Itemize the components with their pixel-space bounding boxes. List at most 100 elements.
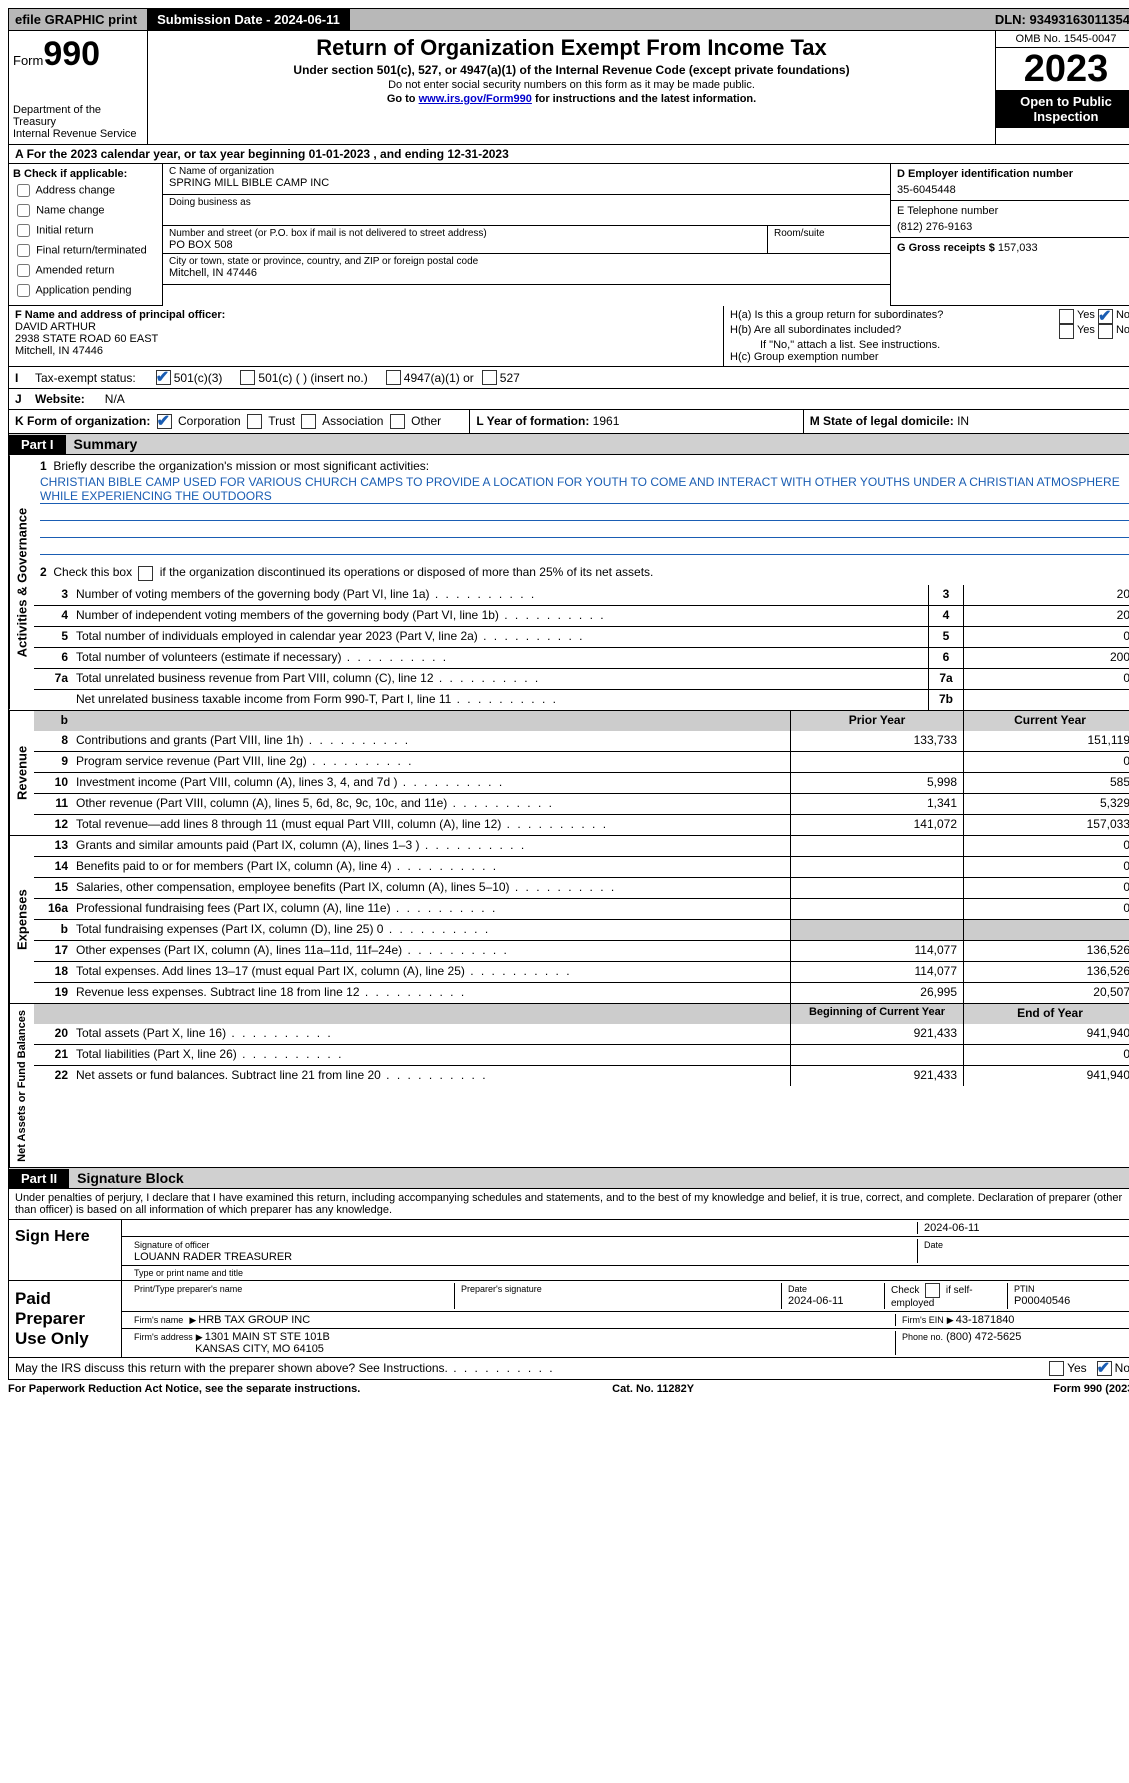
box-b: B Check if applicable: Address change Na… [9, 164, 163, 306]
hb-yes[interactable] [1059, 324, 1074, 339]
part2-header: Part II Signature Block [8, 1168, 1129, 1189]
row-a-period: A For the 2023 calendar year, or tax yea… [8, 145, 1129, 164]
year-form-val: 1961 [593, 414, 620, 428]
chk-amended[interactable]: Amended return [13, 261, 158, 280]
row-j: J Website: N/A [8, 389, 1129, 410]
line-6: 6 Total number of volunteers (estimate i… [34, 647, 1129, 668]
box-c: C Name of organization SPRING MILL BIBLE… [163, 164, 890, 306]
chk-discontinued[interactable] [138, 566, 153, 581]
line-12: 12 Total revenue—add lines 8 through 11 … [34, 814, 1129, 835]
ptin-lbl: PTIN [1014, 1284, 1035, 1294]
footer-mid: Cat. No. 11282Y [492, 1383, 815, 1395]
line-11: 11 Other revenue (Part VIII, column (A),… [34, 793, 1129, 814]
chk-501c[interactable] [240, 370, 255, 385]
chk-address[interactable]: Address change [13, 181, 158, 200]
row-i: I Tax-exempt status: 501(c)(3) 501(c) ( … [8, 367, 1129, 389]
discuss-no[interactable] [1097, 1361, 1112, 1376]
officer-addr2: Mitchell, IN 47446 [15, 345, 717, 357]
tax-year: 2023 [996, 48, 1129, 90]
gross-val: 157,033 [998, 242, 1038, 254]
discuss-yes[interactable] [1049, 1361, 1064, 1376]
chk-pending[interactable]: Application pending [13, 281, 158, 300]
box-b-title: B Check if applicable: [13, 168, 158, 180]
website-val: N/A [105, 392, 125, 406]
efile-label[interactable]: efile GRAPHIC print [9, 9, 143, 30]
room-lbl: Room/suite [774, 228, 884, 239]
firm-addr-lbl: Firm's address [134, 1332, 193, 1342]
chk-other[interactable] [390, 414, 405, 429]
line-8: 8 Contributions and grants (Part VIII, l… [34, 731, 1129, 751]
line-9: 9 Program service revenue (Part VIII, li… [34, 751, 1129, 772]
period-text: For the 2023 calendar year, or tax year … [27, 147, 509, 161]
chk-name[interactable]: Name change [13, 201, 158, 220]
sign-date: 2024-06-11 [917, 1222, 1129, 1234]
org-name-lbl: C Name of organization [169, 166, 884, 177]
sign-here-block: Sign Here 2024-06-11 Signature of office… [8, 1220, 1129, 1281]
row-fh: F Name and address of principal officer:… [8, 306, 1129, 367]
chk-527[interactable] [482, 370, 497, 385]
ein-lbl: D Employer identification number [897, 168, 1129, 180]
hb-no[interactable] [1098, 324, 1113, 339]
line-5: 5 Total number of individuals employed i… [34, 626, 1129, 647]
ha-no[interactable] [1098, 309, 1113, 324]
discuss-text: May the IRS discuss this return with the… [15, 1361, 1046, 1376]
side-netassets: Net Assets or Fund Balances [9, 1004, 34, 1168]
form-header: Form990 Department of the Treasury Inter… [8, 31, 1129, 145]
form-title: Return of Organization Exempt From Incom… [156, 35, 987, 61]
self-emp: Check if self-employed [884, 1283, 1007, 1309]
ha-yes[interactable] [1059, 309, 1074, 324]
addr-lbl: Number and street (or P.O. box if mail i… [169, 228, 761, 239]
dln: DLN: 93493163011354 [989, 9, 1129, 30]
form-org-lbl: K Form of organization: [15, 414, 150, 428]
line-14: 14 Benefits paid to or for members (Part… [34, 856, 1129, 877]
page-footer: For Paperwork Reduction Act Notice, see … [8, 1383, 1129, 1395]
side-expenses: Expenses [9, 836, 34, 1003]
form-number: 990 [43, 35, 100, 73]
firm-phone-lbl: Phone no. [902, 1332, 943, 1342]
top-bar: efile GRAPHIC print Submission Date - 20… [8, 8, 1129, 31]
mission-lbl: Briefly describe the organization's miss… [53, 459, 429, 473]
org-name: SPRING MILL BIBLE CAMP INC [169, 177, 884, 189]
firm-name-lbl: Firm's name [134, 1315, 183, 1325]
hb-note: If "No," attach a list. See instructions… [730, 339, 1129, 351]
line-7a: 7a Total unrelated business revenue from… [34, 668, 1129, 689]
line-: Net unrelated business taxable income fr… [34, 689, 1129, 710]
sig-date-lbl: Date [924, 1240, 943, 1250]
form-label: Form [13, 53, 43, 68]
dept-label: Department of the Treasury Internal Reve… [13, 104, 143, 140]
ein-val: 35-6045448 [897, 184, 1129, 196]
ptin-val: P00040546 [1014, 1295, 1070, 1307]
chk-trust[interactable] [247, 414, 262, 429]
chk-corp[interactable] [157, 414, 172, 429]
line-10: 10 Investment income (Part VIII, column … [34, 772, 1129, 793]
expenses-section: Expenses 13 Grants and similar amounts p… [8, 836, 1129, 1004]
sig-officer-lbl: Signature of officer [134, 1240, 209, 1250]
state-lbl: M State of legal domicile: [810, 414, 954, 428]
prep-date-lbl: Date [788, 1284, 807, 1294]
discuss-row: May the IRS discuss this return with the… [8, 1358, 1129, 1380]
line-22: 22 Net assets or fund balances. Subtract… [34, 1065, 1129, 1086]
end-year-hdr: End of Year [963, 1004, 1129, 1024]
line-17: 17 Other expenses (Part IX, column (A), … [34, 940, 1129, 961]
current-year-hdr: Current Year [963, 711, 1129, 731]
netassets-section: Net Assets or Fund Balances Beginning of… [8, 1004, 1129, 1169]
city-val: Mitchell, IN 47446 [169, 267, 884, 279]
prep-name-lbl: Print/Type preparer's name [134, 1284, 242, 1294]
hb-lbl: H(b) Are all subordinates included? [730, 324, 1056, 339]
chk-501c3[interactable] [156, 370, 171, 385]
footer-right: Form 990 (2023) [814, 1383, 1129, 1395]
part2-title: Signature Block [69, 1168, 192, 1188]
line-4: 4 Number of independent voting members o… [34, 605, 1129, 626]
chk-initial[interactable]: Initial return [13, 221, 158, 240]
chk-4947[interactable] [386, 370, 401, 385]
entity-info: B Check if applicable: Address change Na… [8, 164, 1129, 306]
firm-ein-lbl: Firm's EIN [902, 1315, 944, 1325]
chk-assoc[interactable] [301, 414, 316, 429]
chk-final[interactable]: Final return/terminated [13, 241, 158, 260]
chk-selfemp[interactable] [925, 1283, 940, 1298]
declaration: Under penalties of perjury, I declare th… [8, 1189, 1129, 1220]
city-lbl: City or town, state or province, country… [169, 256, 884, 267]
part1-tag: Part I [9, 435, 66, 454]
irs-link[interactable]: www.irs.gov/Form990 [419, 93, 532, 105]
sign-here-lbl: Sign Here [9, 1220, 122, 1280]
